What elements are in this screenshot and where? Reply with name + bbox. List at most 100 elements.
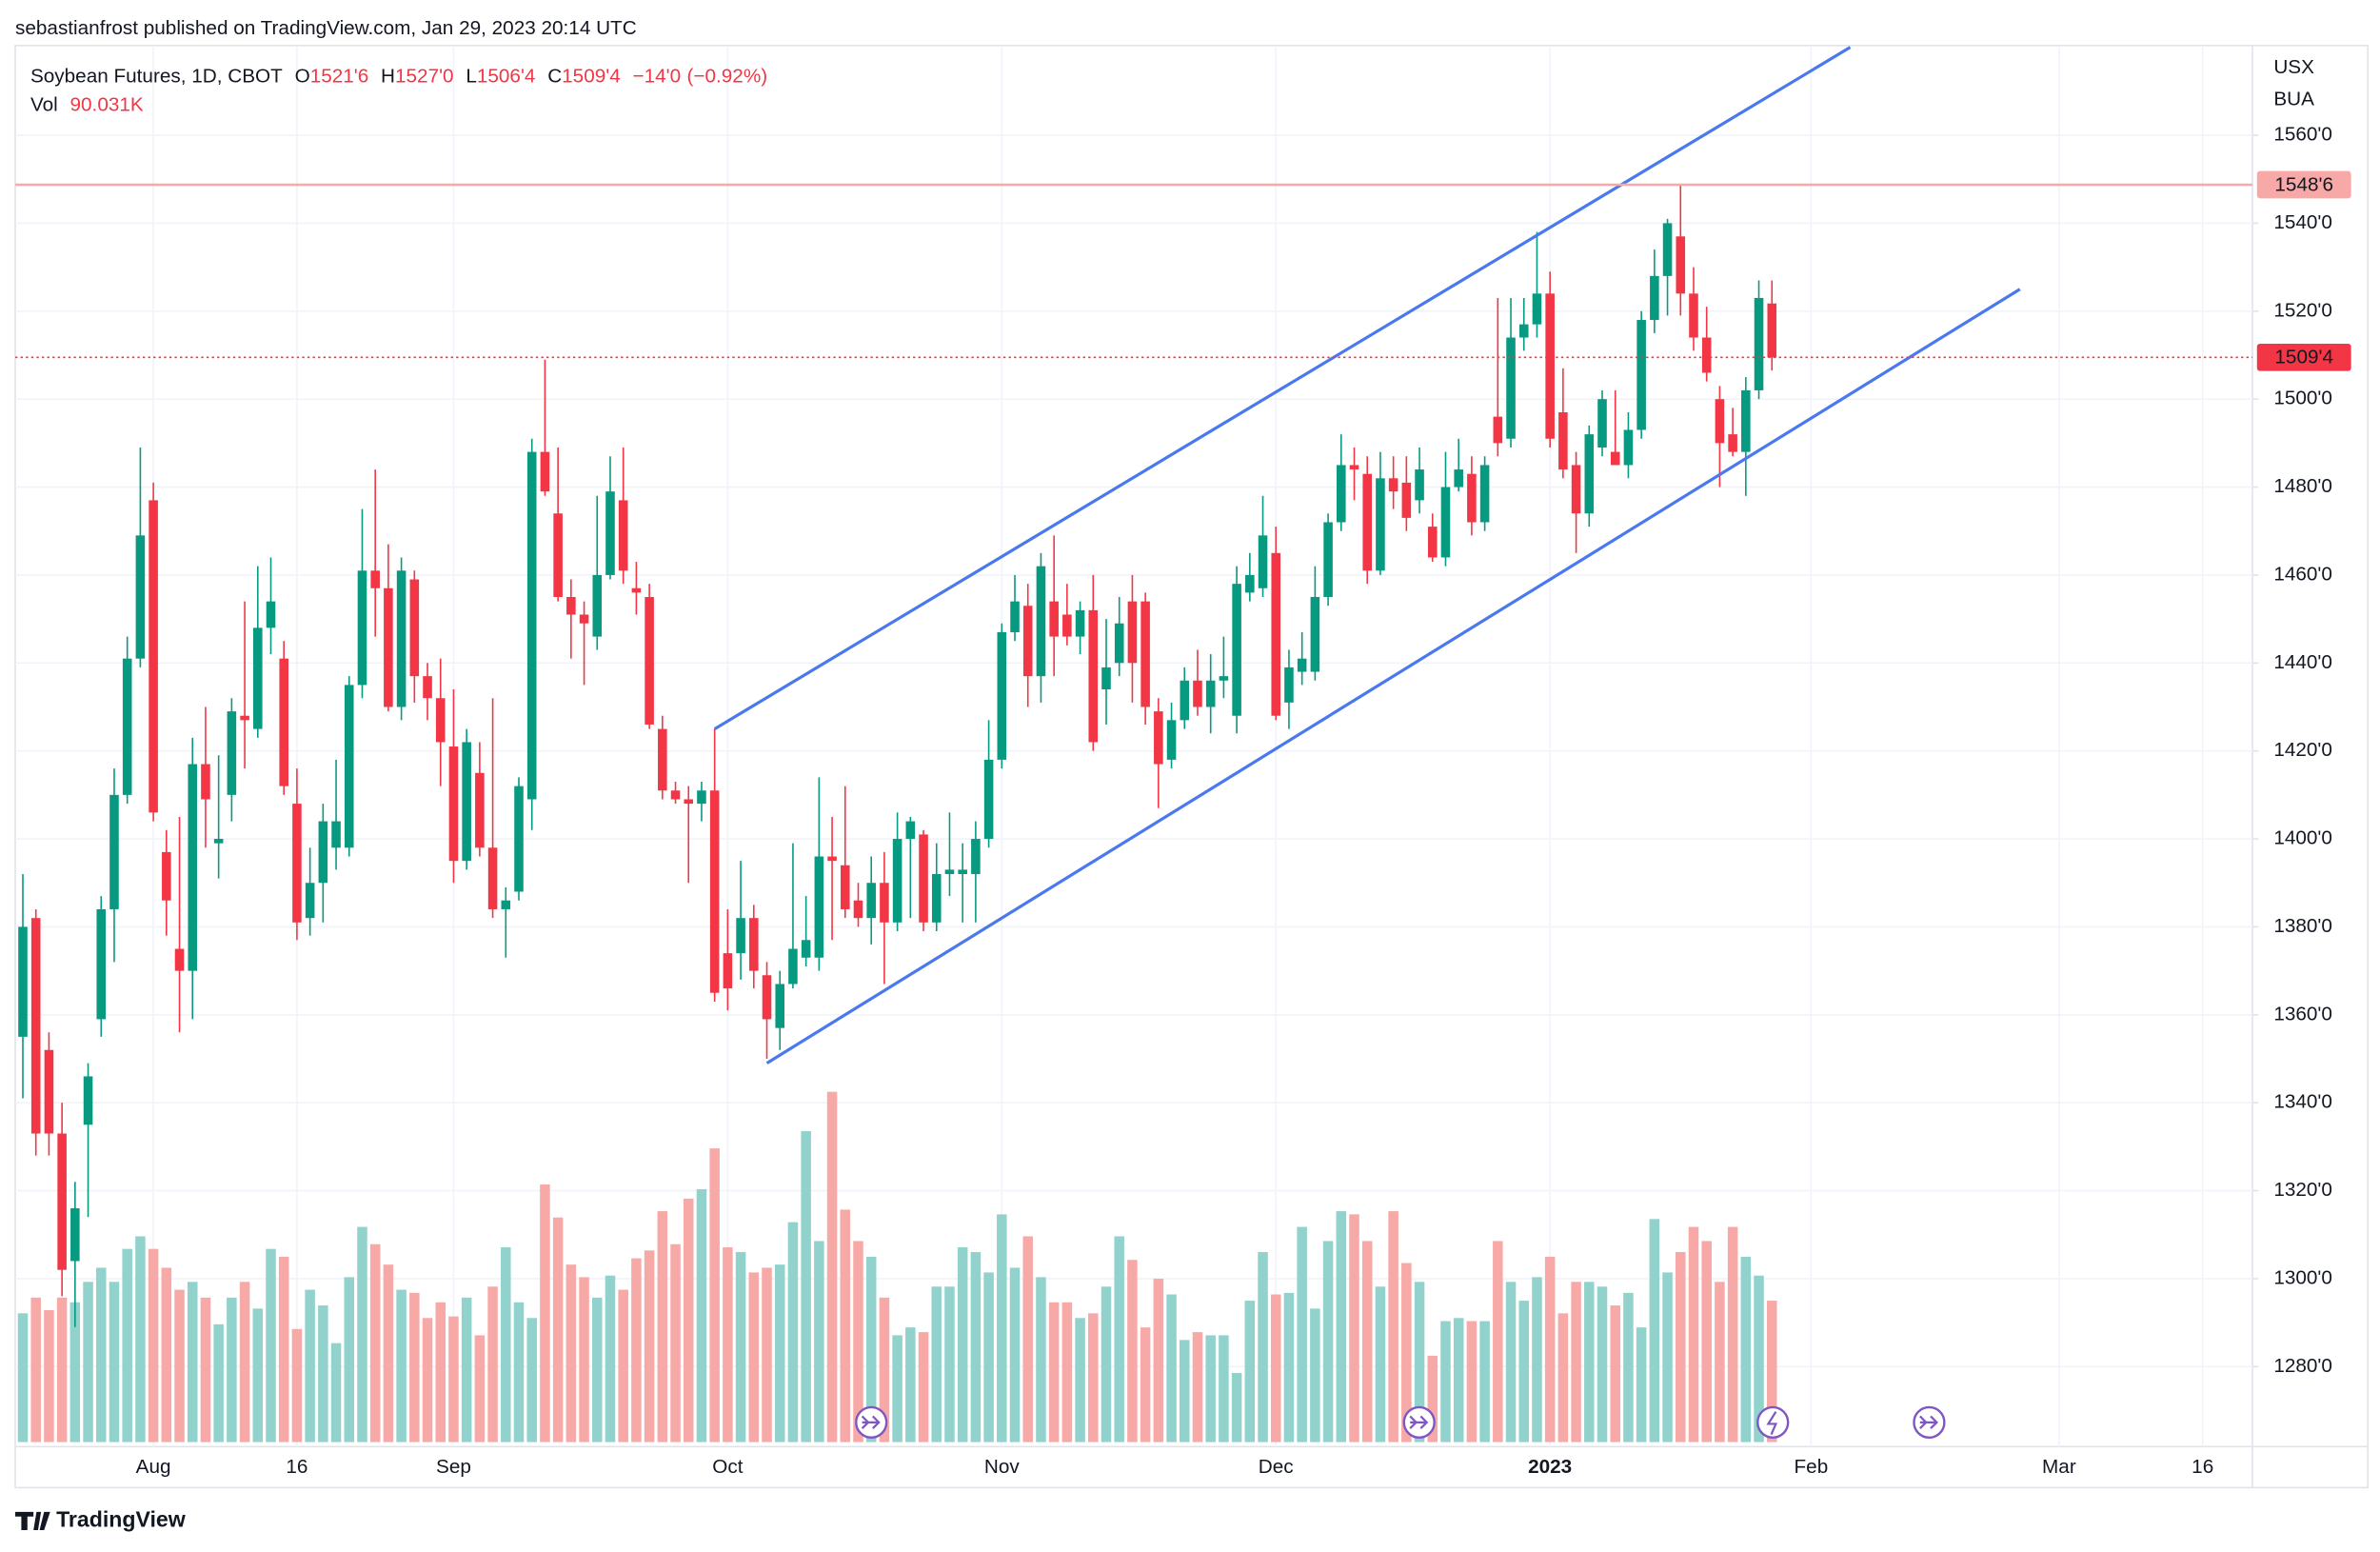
candle-body — [631, 587, 642, 593]
volume-bar — [1361, 1241, 1373, 1443]
candle-body — [279, 658, 288, 786]
candle-body — [253, 627, 263, 729]
candle-body — [709, 790, 720, 993]
y-tick-label: 1440'0 — [2273, 651, 2332, 673]
candle-body — [814, 856, 824, 958]
candle-body — [1623, 429, 1634, 466]
candle-body — [775, 984, 785, 1028]
candle-body — [1388, 478, 1398, 492]
volume-bar — [1336, 1211, 1347, 1443]
candle-body — [1741, 389, 1751, 452]
candle-body — [1337, 465, 1346, 523]
candle-body — [605, 491, 615, 575]
candle-body — [1571, 465, 1581, 514]
volume-bar — [1101, 1286, 1112, 1443]
volume-bar — [1009, 1267, 1021, 1443]
volume-bar — [1715, 1282, 1725, 1443]
volume-bar — [1466, 1321, 1478, 1443]
volume-bar — [1127, 1260, 1138, 1443]
volume-bar — [187, 1282, 198, 1443]
volume-bar — [330, 1343, 342, 1443]
y-tick-label: 1520'0 — [2273, 299, 2332, 321]
volume-bar — [905, 1327, 916, 1443]
volume-bar — [148, 1248, 159, 1443]
volume-bar — [1597, 1286, 1608, 1443]
candle-body — [344, 685, 354, 848]
candle-body — [1297, 658, 1307, 672]
candle-body — [801, 940, 811, 958]
candle-body — [30, 918, 41, 1134]
volume-bar — [1401, 1263, 1412, 1443]
candle-body — [971, 839, 981, 874]
candle-body — [1114, 623, 1124, 664]
price-line-label: 1509'4 — [2274, 347, 2333, 368]
legend-line: Soybean Futures, 1D, CBOT O1521'6 H1527'0 L… — [30, 66, 767, 88]
x-tick-label: Feb — [1795, 1456, 1829, 1478]
candle-body — [1454, 469, 1463, 487]
frame — [14, 45, 2369, 1489]
volume-bar — [944, 1286, 955, 1443]
volume-bar — [109, 1282, 120, 1443]
candle-body — [1010, 601, 1020, 632]
x-tick-label: 2023 — [1528, 1456, 1572, 1478]
candle-body — [553, 513, 563, 598]
volume-bar — [291, 1328, 303, 1443]
candle-body — [931, 873, 942, 923]
candle-body — [174, 948, 185, 971]
candle-body — [997, 631, 1007, 760]
candle-body — [448, 746, 459, 862]
candle-body — [501, 900, 511, 909]
candle-body — [762, 975, 772, 1020]
candle-body — [1701, 337, 1712, 373]
candle-body — [1636, 320, 1646, 430]
legend-value: 1521'6 — [310, 66, 369, 88]
volume-value: 90.031K — [70, 94, 144, 116]
volume-bar — [1414, 1282, 1425, 1443]
volume-key: Vol — [30, 94, 58, 116]
volume-bar — [1676, 1251, 1686, 1443]
x-tick-label: Aug — [136, 1456, 171, 1478]
event-icon[interactable] — [1756, 1405, 1790, 1439]
candle-body — [475, 772, 485, 848]
candle-body — [658, 728, 667, 791]
price-line-label-box — [2256, 343, 2351, 371]
publisher: sebastianfrost published on TradingView.… — [15, 17, 637, 39]
volume-bar — [1244, 1301, 1256, 1443]
volume-bar — [17, 1313, 29, 1443]
volume-bar — [1505, 1282, 1517, 1443]
volume-bar — [762, 1267, 772, 1443]
candle-body — [135, 535, 146, 659]
candle-body — [944, 869, 955, 874]
candle-body — [1101, 667, 1111, 690]
volume-bar — [983, 1272, 994, 1443]
volume-bar — [552, 1217, 564, 1443]
volume-bar — [670, 1244, 681, 1443]
volume-bar — [1571, 1282, 1581, 1443]
volume-bar — [44, 1309, 54, 1443]
candle-body — [540, 451, 550, 492]
candle-body — [1401, 482, 1412, 518]
volume-bar — [1075, 1318, 1085, 1443]
volume-bar — [1649, 1219, 1660, 1443]
candle-body — [1310, 597, 1320, 672]
candle-body — [109, 794, 119, 909]
y-tick-label: 1380'0 — [2273, 915, 2332, 937]
candle-body — [213, 839, 224, 844]
candle-body — [840, 865, 850, 909]
volume-bar — [931, 1286, 942, 1443]
volume-bar — [801, 1130, 811, 1443]
x-tick-label: Nov — [984, 1456, 1020, 1478]
candle-body — [1219, 676, 1229, 681]
y-tick-label: 1540'0 — [2273, 211, 2332, 233]
candle-body — [1676, 236, 1686, 294]
volume-bar — [69, 1302, 81, 1443]
volume-bar — [865, 1256, 877, 1443]
volume-bar — [305, 1289, 315, 1443]
volume-bar — [1518, 1301, 1530, 1443]
volume-bar — [1701, 1241, 1712, 1443]
volume-bar — [278, 1256, 289, 1443]
volume-bar — [435, 1302, 446, 1443]
candle-body — [983, 759, 994, 840]
candle-body — [1271, 552, 1281, 716]
